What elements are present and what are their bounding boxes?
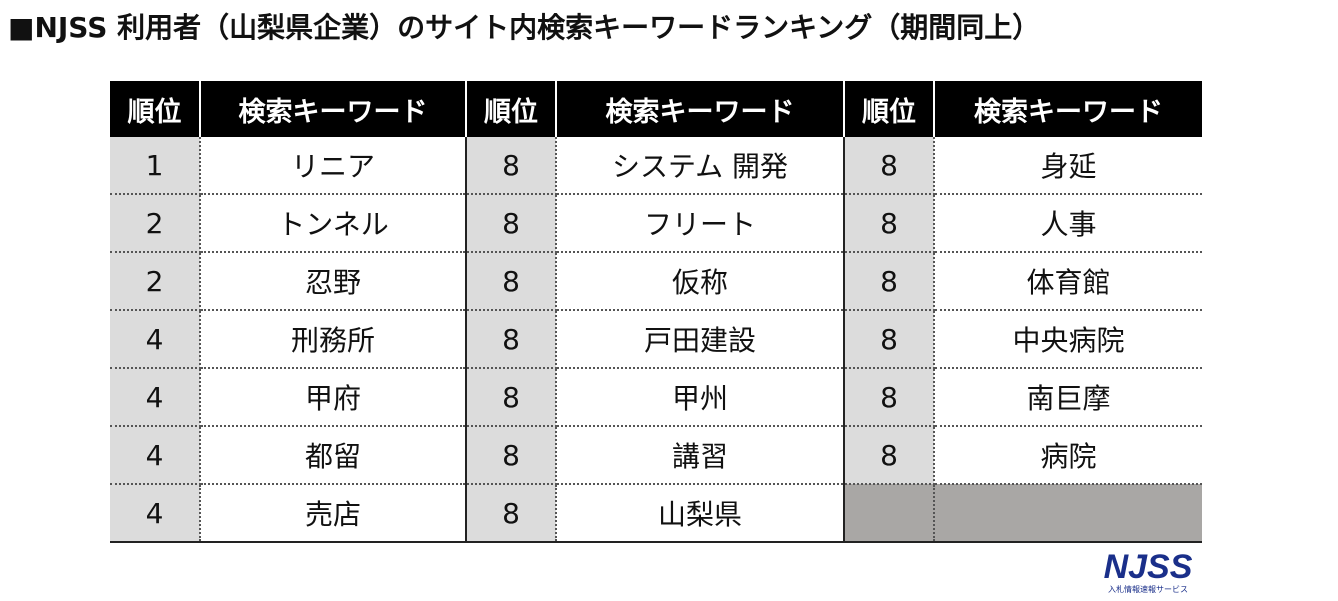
rank-cell-2: 8 (466, 368, 557, 427)
keyword-cell-1: トンネル (200, 194, 467, 253)
keyword-cell-3: 人事 (934, 194, 1202, 253)
table-row: 4 刑務所 8 戸田建設 8 中央病院 (110, 310, 1202, 369)
keyword-cell-1: 売店 (200, 484, 467, 543)
keyword-cell-2: 戸田建設 (556, 310, 845, 369)
rank-cell-1: 4 (110, 310, 201, 369)
header-keyword-3: 検索キーワード (934, 81, 1202, 137)
rank-cell-2: 8 (466, 252, 557, 311)
header-keyword-2: 検索キーワード (556, 81, 845, 137)
rank-cell-3: 8 (844, 426, 935, 485)
header-rank-1: 順位 (110, 81, 201, 137)
keyword-cell-2: 山梨県 (556, 484, 845, 543)
rank-cell-1: 4 (110, 484, 201, 543)
logo-subtext: 入札情報速報サービス (1108, 584, 1188, 594)
rank-cell-3: 8 (844, 194, 935, 253)
keyword-cell-3: 病院 (934, 426, 1202, 485)
keyword-cell-1: 甲府 (200, 368, 467, 427)
rank-cell-3: 8 (844, 137, 935, 195)
header-keyword-1: 検索キーワード (200, 81, 467, 137)
rank-cell-2: 8 (466, 426, 557, 485)
keyword-cell-1: 刑務所 (200, 310, 467, 369)
table-row: 4 売店 8 山梨県 (110, 484, 1202, 543)
page-title: ■NJSS 利用者（山梨県企業）のサイト内検索キーワードランキング（期間同上） (8, 11, 1041, 44)
keyword-cell-2: 甲州 (556, 368, 845, 427)
rank-cell-1: 2 (110, 194, 201, 253)
rank-cell-3: 8 (844, 252, 935, 311)
table-row: 1 リニア 8 システム 開発 8 身延 (110, 137, 1202, 195)
keyword-cell-1: 都留 (200, 426, 467, 485)
rank-cell-1: 4 (110, 426, 201, 485)
keyword-cell-3: 南巨摩 (934, 368, 1202, 427)
keyword-cell-3: 身延 (934, 137, 1202, 195)
keyword-cell-1: リニア (200, 137, 467, 195)
keyword-ranking-table: 順位 検索キーワード 順位 検索キーワード 順位 検索キーワード 1 リニア 8 シス… (110, 81, 1202, 543)
rank-cell-1: 4 (110, 368, 201, 427)
rank-cell-3: 8 (844, 368, 935, 427)
table-row: 2 忍野 8 仮称 8 体育館 (110, 252, 1202, 311)
header-rank-3: 順位 (844, 81, 935, 137)
keyword-cell-2: 仮称 (556, 252, 845, 311)
keyword-cell-2: システム 開発 (556, 137, 845, 195)
keyword-cell-2: フリート (556, 194, 845, 253)
rank-cell-2: 8 (466, 194, 557, 253)
rank-cell-1: 2 (110, 252, 201, 311)
keyword-cell-3 (934, 484, 1202, 543)
rank-cell-1: 1 (110, 137, 201, 195)
rank-cell-3: 8 (844, 310, 935, 369)
keyword-cell-3: 中央病院 (934, 310, 1202, 369)
table-row: 4 都留 8 講習 8 病院 (110, 426, 1202, 485)
keyword-cell-2: 講習 (556, 426, 845, 485)
rank-cell-2: 8 (466, 137, 557, 195)
keyword-cell-1: 忍野 (200, 252, 467, 311)
table-header-row: 順位 検索キーワード 順位 検索キーワード 順位 検索キーワード (110, 81, 1202, 137)
rank-cell-2: 8 (466, 310, 557, 369)
keyword-cell-3: 体育館 (934, 252, 1202, 311)
njss-logo: NJSS 入札情報速報サービス (1104, 548, 1193, 594)
header-rank-2: 順位 (466, 81, 557, 137)
table-row: 2 トンネル 8 フリート 8 人事 (110, 194, 1202, 253)
rank-cell-2: 8 (466, 484, 557, 543)
rank-cell-3 (844, 484, 935, 543)
logo-text: NJSS (1104, 548, 1193, 586)
table-row: 4 甲府 8 甲州 8 南巨摩 (110, 368, 1202, 427)
